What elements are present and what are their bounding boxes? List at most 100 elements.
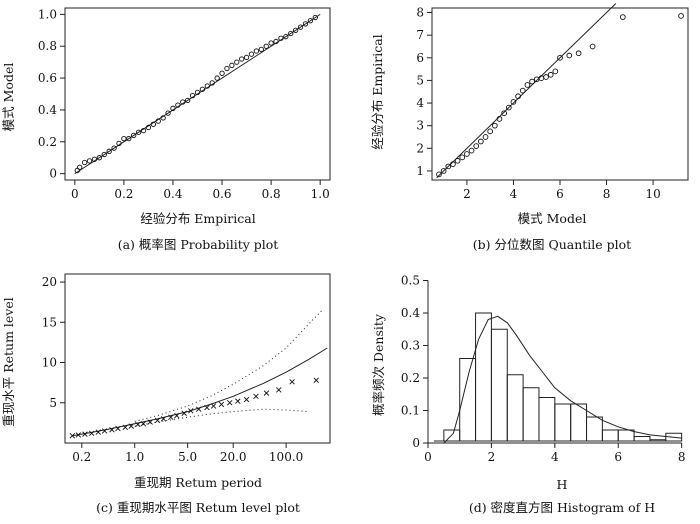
panel-a-ytick-label: 1.0 <box>38 7 57 21</box>
panel-d-bar <box>554 403 572 442</box>
panel-a-point <box>194 89 201 96</box>
panel-c-point <box>188 408 194 414</box>
panel-a-point <box>135 129 142 135</box>
panel-d-plot: 0 2 4 6 8 0 0.1 0.2 0.3 0.4 0.5 <box>401 274 686 465</box>
panel-a-point <box>214 75 220 81</box>
panel-a-ytick-label: 0 <box>49 167 57 181</box>
panel-b-point <box>510 99 517 105</box>
panel-a-point <box>234 59 240 65</box>
panel-b-point <box>436 171 442 178</box>
panel-d-xtick-label: 8 <box>678 450 686 464</box>
panel-c-point <box>128 423 134 429</box>
panel-a-point <box>77 164 83 170</box>
panel-b-ytick-label: 4 <box>416 96 424 110</box>
panel-a-point <box>268 40 274 46</box>
panel-a-point <box>185 97 191 104</box>
panel-c-point <box>115 425 121 432</box>
panel-d-ytick-label: 0.4 <box>401 306 420 320</box>
panel-b-point <box>547 71 554 78</box>
panel-c-xtick-label: 1.0 <box>125 450 144 464</box>
panel-b-point <box>478 138 484 145</box>
panel-b-point <box>515 93 521 100</box>
panel-d-xtick-label: 4 <box>551 450 559 464</box>
panel-c-point <box>147 419 153 425</box>
panel-a-xtick-label: 0.2 <box>114 187 133 201</box>
panel-a-point <box>150 121 156 127</box>
panel-a-point <box>283 34 289 40</box>
panel-c-xlabel: 重现期 Retum period <box>134 475 262 490</box>
panel-d-density-curve <box>443 315 682 444</box>
panel-a-point <box>106 148 112 154</box>
panel-a-xtick-label: 0.6 <box>212 187 231 201</box>
panel-b-xlabel: 模式 Model <box>518 211 587 226</box>
panel-d-caption: (d) 密度直方图 Histogram of H <box>469 500 655 515</box>
panel-b-ytick-label: 3 <box>416 119 424 133</box>
panel-c-xtick-label: 100.0 <box>269 450 303 464</box>
panel-a-point <box>170 105 176 111</box>
panel-c-point <box>82 431 88 437</box>
panel-c-ylabel: 重现水平 Retum level <box>1 297 16 427</box>
panel-a-point <box>312 14 318 21</box>
panel-c-point <box>263 390 270 396</box>
panel-c-upper-bound <box>134 309 323 422</box>
panel-a-point <box>101 151 107 158</box>
panel-a-frame <box>64 7 331 181</box>
panel-d-bar <box>538 397 556 442</box>
panel-a-point <box>219 70 225 76</box>
panel-b-point <box>552 68 559 75</box>
panel-c-frame <box>64 273 331 444</box>
panel-c-fit-curve <box>72 347 328 437</box>
panel-d-bar <box>633 436 651 442</box>
panel-a-xtick-label: 0.8 <box>262 187 281 201</box>
panel-d-xlabel: H <box>557 477 568 492</box>
panel-a-point <box>165 110 171 116</box>
panel-b-point <box>529 78 535 85</box>
panel-b-ytick-label: 8 <box>416 6 424 20</box>
panel-d-bar <box>522 387 540 442</box>
panel-d-bar <box>490 328 508 442</box>
panel-c-point <box>210 403 217 409</box>
panel-d-ytick-label: 0 <box>412 436 420 450</box>
panel-c-point <box>276 387 282 393</box>
panel-c-xtick-label: 0.2 <box>72 450 91 464</box>
panel-c: 0.2 1.0 5.0 20.0 100.0 5 10 15 20 重现期 Retum peri… <box>1 273 331 515</box>
panel-c-point <box>204 404 210 411</box>
panel-d-bar <box>649 439 667 442</box>
panel-a-point <box>302 21 309 27</box>
panel-c-point <box>122 424 128 431</box>
panel-c-point <box>289 379 295 385</box>
panel-b-point <box>450 161 456 168</box>
panel-b-point <box>464 151 470 157</box>
panel-a-caption: (a) 概率图 Probability plot <box>118 237 279 252</box>
panel-c-point <box>181 410 187 416</box>
panel-b-xtick-label: 10 <box>645 187 660 201</box>
panel-b-point <box>589 43 596 50</box>
panel-c-ytick-label: 15 <box>42 315 57 329</box>
panel-c-point <box>253 393 259 400</box>
panel-a-point <box>278 35 284 41</box>
panel-b-xtick-label: 6 <box>556 187 564 201</box>
panel-a-point <box>111 145 117 151</box>
panel-a-point <box>204 83 210 89</box>
panel-a-point <box>160 115 166 121</box>
panel-b-point <box>468 147 475 154</box>
panel-c-ytick-label: 20 <box>42 275 57 289</box>
panel-c-point <box>227 400 233 406</box>
panel-d-bar <box>665 432 683 442</box>
panel-b-point <box>496 116 503 122</box>
panel-c-point <box>160 416 167 422</box>
panel-c-point <box>140 420 147 427</box>
panel-c-point <box>313 377 319 383</box>
panel-a-xtick-label: 1.0 <box>311 187 330 201</box>
panel-a: 0 0.2 0.4 0.6 0.8 1.0 0 0.2 0.4 0.6 0.8 1.0 经验分布 Em… <box>1 7 331 252</box>
panel-a-point <box>180 99 186 105</box>
panel-b-point <box>678 13 684 19</box>
panel-a-point <box>258 46 264 53</box>
panel-a-point <box>189 92 196 99</box>
panel-b-point <box>619 14 626 20</box>
panel-a-point <box>209 80 215 86</box>
panel-d-bar <box>586 416 603 442</box>
panel-c-point <box>109 427 115 433</box>
panel-d-xtick-label: 6 <box>614 450 622 464</box>
